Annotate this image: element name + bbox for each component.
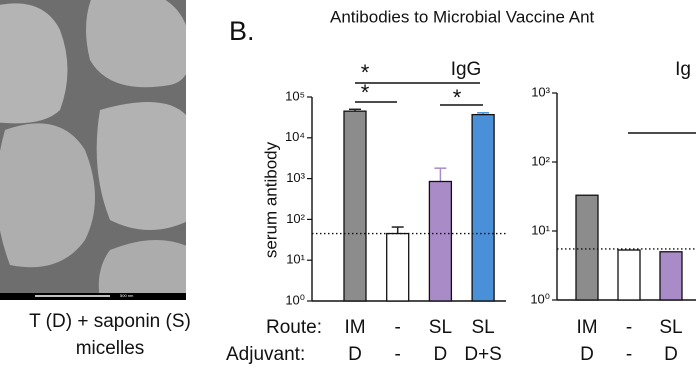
y-tick-label: 10⁵ [285, 88, 305, 103]
scale-bar-label: 500 nm [120, 293, 134, 298]
row-label: Adjuvant: [226, 344, 305, 365]
y-tick-label: 10¹ [531, 222, 550, 237]
y-tick-label: 10⁴ [285, 129, 305, 144]
adjuvant-label: D [580, 344, 594, 365]
row-label: Route: [266, 317, 322, 338]
y-tick-label: 10² [286, 211, 305, 226]
caption: micelles [76, 338, 145, 359]
x-tick-label: - [395, 317, 401, 338]
y-axis-label: serum antibody [261, 141, 280, 258]
x-tick-label: - [626, 317, 632, 338]
y-tick-label: 10³ [286, 170, 305, 185]
figure-title: Antibodies to Microbial Vaccine Ant [330, 7, 595, 26]
bar [428, 180, 453, 302]
y-tick-label: 10³ [531, 84, 550, 99]
panel-label: B. [229, 16, 255, 46]
x-tick-label: IM [344, 317, 365, 338]
y-tick-label: 10⁰ [285, 292, 305, 307]
adjuvant-label: - [395, 344, 401, 365]
adjuvant-label: D [434, 344, 448, 365]
y-tick-label: 10² [531, 153, 550, 168]
significance-star: * [361, 60, 370, 85]
adjuvant-label: D [348, 344, 362, 365]
caption: T (D) + saponin (S) [29, 311, 191, 332]
x-tick-label: IM [576, 317, 597, 338]
significance-star: * [453, 85, 462, 110]
adjuvant-label: D+S [464, 344, 502, 365]
y-tick-label: 10⁰ [530, 291, 550, 306]
significance-star: * [361, 80, 370, 105]
bar [575, 194, 599, 301]
bar [617, 249, 641, 301]
adjuvant-label: - [626, 344, 632, 365]
micrograph: 500 nm [0, 0, 186, 300]
y-tick-label: 10¹ [286, 252, 305, 267]
bar [343, 110, 367, 302]
chart-title: IgG [451, 59, 482, 80]
bar [659, 251, 683, 301]
adjuvant-label: D [664, 344, 678, 365]
bar [386, 232, 410, 302]
bar [471, 113, 495, 302]
chart-title: Ig [675, 59, 691, 80]
x-tick-label: SL [429, 317, 452, 338]
x-tick-label: SL [471, 317, 494, 338]
x-tick-label: SL [659, 317, 682, 338]
